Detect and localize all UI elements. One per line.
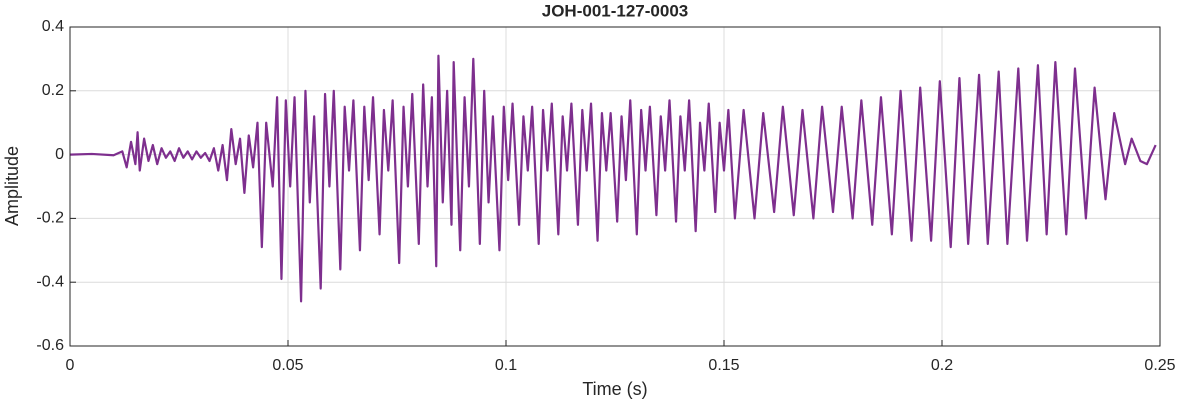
y-tick-label: -0.4 bbox=[36, 273, 64, 290]
chart-title: JOH-001-127-0003 bbox=[542, 1, 688, 20]
y-tick-label: -0.2 bbox=[36, 210, 64, 227]
y-tick-label: 0.2 bbox=[42, 82, 64, 99]
x-axis-label: Time (s) bbox=[582, 379, 647, 399]
y-axis-label: Amplitude bbox=[2, 146, 22, 226]
x-tick-label: 0 bbox=[66, 357, 75, 374]
x-tick-label: 0.25 bbox=[1144, 357, 1175, 374]
x-tick-label: 0.1 bbox=[495, 357, 517, 374]
x-tick-label: 0.05 bbox=[272, 357, 303, 374]
x-tick-label: 0.2 bbox=[931, 357, 953, 374]
waveform-line bbox=[69, 54, 1157, 303]
y-tick-label: 0 bbox=[55, 146, 64, 163]
x-tick-label: 0.15 bbox=[708, 357, 739, 374]
y-tick-label: 0.4 bbox=[42, 18, 64, 35]
y-tick-label: -0.6 bbox=[36, 337, 64, 354]
plot-frame bbox=[69, 26, 1161, 347]
